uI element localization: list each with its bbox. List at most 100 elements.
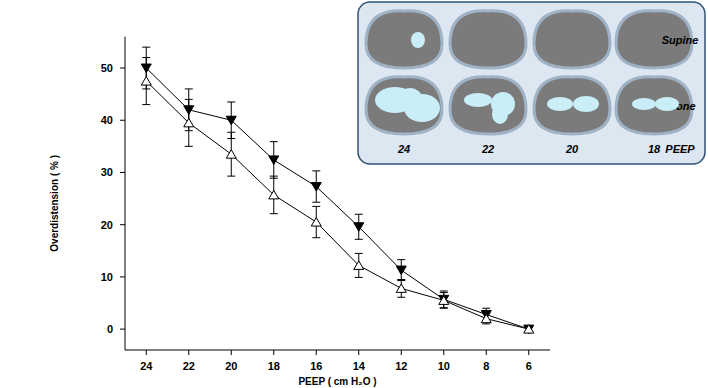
inset-column-label: 24 xyxy=(397,143,410,155)
error-bar xyxy=(355,253,363,277)
y-tick xyxy=(120,172,125,173)
error-bar xyxy=(270,142,278,179)
x-tick-label: 10 xyxy=(438,360,450,372)
x-tick xyxy=(528,350,529,355)
x-tick-label: 12 xyxy=(395,360,407,372)
marker xyxy=(439,295,449,304)
error-cap xyxy=(270,141,278,142)
x-tick-label: 24 xyxy=(140,360,153,372)
y-tick-label: 0 xyxy=(107,323,113,335)
marker xyxy=(226,116,236,125)
inset-column-title: PEEP xyxy=(665,143,695,155)
eit-blob xyxy=(655,97,679,111)
y-tick xyxy=(120,329,125,330)
marker xyxy=(524,325,534,334)
error-bar xyxy=(142,58,150,105)
eit-image xyxy=(534,77,610,134)
x-tick-label: 14 xyxy=(353,360,366,372)
error-bar xyxy=(227,132,235,176)
marker xyxy=(226,150,236,159)
error-cap xyxy=(397,297,405,298)
error-cap xyxy=(355,253,363,254)
error-cap xyxy=(185,88,193,89)
y-tick-label: 30 xyxy=(101,166,113,178)
error-bar xyxy=(312,171,320,202)
eit-blob xyxy=(547,97,573,111)
error-cap xyxy=(355,239,363,240)
error-cap xyxy=(312,206,320,207)
inset-row-label: Supine xyxy=(662,34,699,46)
marker xyxy=(269,156,279,165)
marker xyxy=(354,223,364,232)
x-tick xyxy=(443,350,444,355)
marker xyxy=(311,218,321,227)
error-cap xyxy=(227,132,235,133)
error-bar xyxy=(355,214,363,239)
marker xyxy=(311,183,321,192)
x-tick-label: 6 xyxy=(526,360,532,372)
marker xyxy=(439,296,449,305)
error-cap xyxy=(440,290,448,291)
error-cap xyxy=(440,292,448,293)
error-cap xyxy=(142,57,150,58)
marker xyxy=(141,64,151,73)
error-cap xyxy=(397,259,405,260)
series-line xyxy=(146,68,529,329)
marker xyxy=(524,325,534,334)
plot-area xyxy=(141,47,534,333)
y-tick xyxy=(120,224,125,225)
x-tick-label: 18 xyxy=(268,360,280,372)
eit-image xyxy=(450,77,526,134)
error-cap xyxy=(227,101,235,102)
error-cap xyxy=(142,104,150,105)
inset-column-label: 18 xyxy=(648,143,661,155)
marker xyxy=(396,266,406,275)
marker xyxy=(396,284,406,293)
error-cap xyxy=(227,176,235,177)
inset-column-label: 22 xyxy=(481,143,494,155)
y-tick xyxy=(120,120,125,121)
error-cap xyxy=(312,202,320,203)
error-bar xyxy=(270,176,278,214)
y-tick-label: 10 xyxy=(101,271,113,283)
x-tick xyxy=(188,350,189,355)
eit-image xyxy=(366,77,442,134)
x-tick-label: 20 xyxy=(225,360,237,372)
eit-image xyxy=(450,11,526,68)
x-tick xyxy=(316,350,317,355)
x-tick-label: 16 xyxy=(310,360,322,372)
error-cap xyxy=(397,279,405,280)
eit-image xyxy=(366,11,442,68)
inset: SupineProne24222018PEEP xyxy=(358,2,705,164)
eit-blob xyxy=(632,98,656,110)
y-tick-label: 50 xyxy=(101,62,113,74)
x-axis-label: PEEP ( cm H₂O ) xyxy=(298,376,376,387)
eit-blob xyxy=(464,93,492,107)
error-bar xyxy=(397,280,405,298)
error-bar xyxy=(312,206,320,237)
x-tick xyxy=(146,350,147,355)
error-bar xyxy=(440,291,448,308)
error-cap xyxy=(482,308,490,309)
error-cap xyxy=(312,170,320,171)
marker xyxy=(481,314,491,323)
marker xyxy=(269,190,279,199)
error-bar xyxy=(185,99,193,146)
marker xyxy=(184,118,194,127)
y-tick xyxy=(120,68,125,69)
x-tick-label: 8 xyxy=(483,360,489,372)
marker xyxy=(184,106,194,115)
y-axis xyxy=(125,37,126,350)
y-tick-label: 40 xyxy=(101,114,113,126)
error-cap xyxy=(185,99,193,100)
eit-blob xyxy=(398,88,422,108)
error-cap xyxy=(440,308,448,309)
y-axis-label: Overdistension ( % ) xyxy=(49,155,60,252)
x-tick-label: 22 xyxy=(183,360,195,372)
x-tick xyxy=(486,350,487,355)
error-cap xyxy=(142,47,150,48)
error-bar xyxy=(440,293,448,309)
inset-column-label: 20 xyxy=(565,143,579,155)
eit-blob xyxy=(573,96,599,112)
error-cap xyxy=(270,213,278,214)
